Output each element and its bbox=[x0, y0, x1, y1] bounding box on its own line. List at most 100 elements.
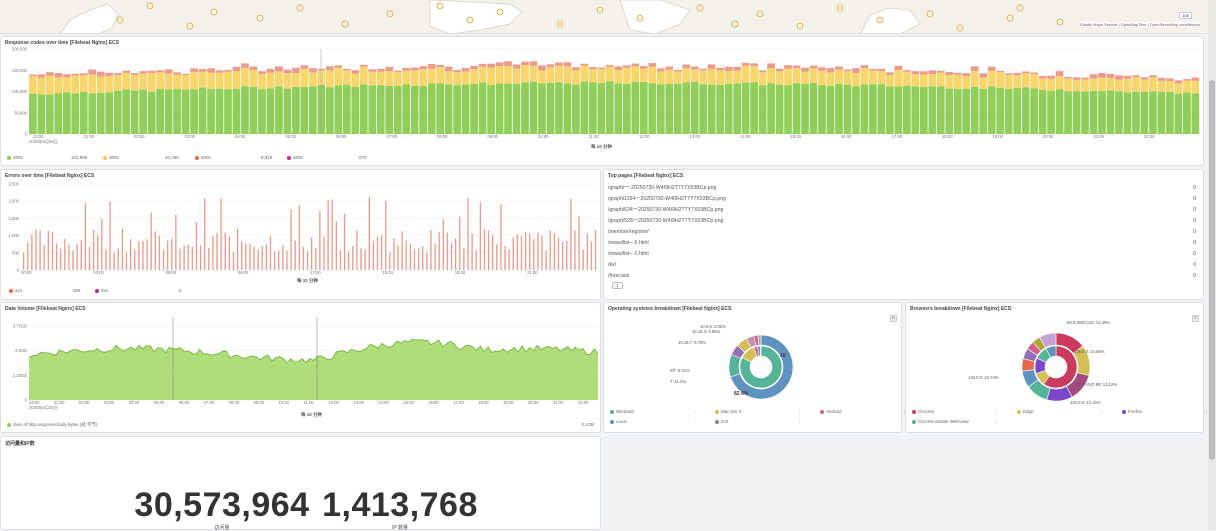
bar-300 bbox=[470, 69, 478, 84]
bar-200 bbox=[792, 83, 801, 134]
bar-200 bbox=[436, 83, 444, 134]
bar-200 bbox=[1183, 92, 1191, 134]
x-tick-label: 06:00 bbox=[179, 400, 190, 405]
error-bar bbox=[327, 199, 329, 270]
legend-swatch bbox=[610, 409, 614, 414]
legend-menu-icon[interactable]: ⋮ bbox=[692, 419, 697, 424]
bar-300 bbox=[122, 72, 131, 90]
bar-400 bbox=[903, 70, 911, 72]
x-tick-label: 19:00 bbox=[503, 400, 514, 405]
table-row[interactable]: /news/list---1.html 0 bbox=[608, 248, 1196, 259]
legend-item-5xx[interactable]: 5xx bbox=[95, 288, 179, 293]
os-donut-chart: 10.6.8: 2.02%10.15.3: 3.88% 10.15.7: 5.78… bbox=[670, 324, 794, 400]
panel-options-icon[interactable]: ≡ bbox=[1192, 315, 1199, 322]
bar-400 bbox=[512, 64, 521, 69]
bar-300 bbox=[88, 74, 97, 94]
legend-item[interactable]: Windows bbox=[610, 409, 634, 414]
legend-item[interactable]: Mac OS X bbox=[715, 409, 742, 414]
table-row[interactable]: /news/list---5.html 0 bbox=[608, 237, 1196, 248]
pager-button[interactable]: 1 bbox=[612, 282, 623, 289]
table-row[interactable]: /kv/0 bbox=[608, 259, 1196, 270]
x-tick-label: 15:00 bbox=[382, 270, 393, 275]
bar-300 bbox=[945, 75, 954, 89]
bar-200 bbox=[79, 91, 88, 134]
table-row[interactable]: /graph/一-20250730-W4I9H2T7Y7X53BCp.png 0 bbox=[608, 182, 1196, 193]
bar-200 bbox=[724, 83, 733, 134]
bar-400 bbox=[996, 70, 1005, 73]
bar-200 bbox=[309, 86, 317, 134]
browser-donut-slice bbox=[1045, 345, 1057, 358]
scrollbar-thumb[interactable] bbox=[1209, 80, 1215, 460]
map-zoom-control[interactable]: 100 bbox=[1179, 12, 1192, 19]
bar-200 bbox=[852, 86, 860, 134]
bar-200 bbox=[699, 84, 708, 134]
bar-400 bbox=[164, 69, 173, 74]
bar-300 bbox=[869, 70, 877, 85]
legend-menu-icon[interactable]: ⋮ bbox=[994, 409, 999, 414]
bar-300 bbox=[597, 68, 606, 83]
x-tick-label: 08:00 bbox=[437, 134, 448, 139]
error-bar bbox=[150, 212, 152, 270]
bar-400 bbox=[741, 62, 750, 66]
error-bar bbox=[187, 244, 189, 270]
legend-item-bytes[interactable]: Sum of http.response.body.bytes (处 字节) bbox=[7, 422, 97, 428]
legend-item[interactable]: Linux bbox=[610, 419, 627, 424]
error-bar bbox=[191, 246, 193, 270]
bar-400 bbox=[173, 72, 181, 75]
bar-400 bbox=[1132, 75, 1140, 77]
legend-menu-icon[interactable]: ⋮ bbox=[797, 419, 802, 424]
page-scrollbar[interactable] bbox=[1208, 0, 1216, 530]
bar-400 bbox=[37, 74, 46, 78]
legend-item[interactable]: iOS bbox=[715, 419, 729, 424]
legend-item[interactable]: Android bbox=[820, 409, 842, 414]
panel-options-icon[interactable]: ≡ bbox=[890, 315, 897, 322]
bar-400 bbox=[1081, 77, 1089, 80]
bar-400 bbox=[215, 70, 224, 73]
data-volume-legend: Sum of http.response.body.bytes (处 字节) bbox=[7, 422, 97, 428]
bar-400 bbox=[852, 68, 860, 73]
bar-200 bbox=[970, 86, 979, 134]
error-bar bbox=[179, 248, 181, 270]
map-panel[interactable]: 100 Elastic Maps Service | OpenMapTiles … bbox=[0, 0, 1208, 34]
bar-200 bbox=[224, 89, 232, 134]
legend-item-500[interactable]: 500s bbox=[287, 155, 359, 160]
table-row[interactable]: /graph/634一20250730-W4I9H2T7Y7X53BCp.png… bbox=[608, 204, 1196, 215]
error-bar bbox=[590, 241, 593, 270]
bar-200 bbox=[351, 86, 360, 134]
table-row[interactable]: /graph/528一20250730-W4I9H2T7Y7X53BCp.png… bbox=[608, 215, 1196, 226]
legend-menu-icon[interactable]: ⋮ bbox=[797, 409, 802, 414]
legend-item[interactable]: Chrome bbox=[912, 409, 934, 414]
table-row[interactable]: /forecast/0 bbox=[608, 270, 1196, 281]
bar-200 bbox=[936, 86, 945, 134]
table-row[interactable]: /graph/1154一20250730-W4I9H2T7Y7X53BCp.pn… bbox=[608, 193, 1196, 204]
bar-200 bbox=[359, 84, 368, 134]
legend-item[interactable]: Chrome Mobile WebView bbox=[912, 419, 969, 424]
legend-menu-icon[interactable]: ⋮ bbox=[902, 409, 907, 415]
x-tick-label: 08:00 bbox=[229, 400, 240, 405]
legend-item-200[interactable]: 200s bbox=[7, 155, 71, 160]
legend-item[interactable]: Edge bbox=[1017, 409, 1034, 414]
legend-item-4xx[interactable]: 4xx bbox=[9, 288, 73, 293]
bar-300 bbox=[970, 70, 979, 87]
legend-menu-icon[interactable]: ⋮ bbox=[994, 419, 999, 424]
legend-menu-icon[interactable]: ⋮ bbox=[1099, 409, 1104, 414]
error-bar bbox=[586, 233, 588, 270]
bar-200 bbox=[164, 89, 173, 134]
bar-400 bbox=[733, 66, 741, 71]
bar-400 bbox=[232, 66, 241, 72]
legend-item-400[interactable]: 400s bbox=[195, 155, 261, 160]
bar-200 bbox=[1140, 91, 1149, 134]
error-bar bbox=[195, 221, 198, 270]
map-marker bbox=[596, 6, 604, 14]
map-marker bbox=[556, 20, 564, 28]
x-tick-label: 03:00 bbox=[185, 134, 196, 139]
error-bar bbox=[249, 244, 251, 270]
table-row[interactable]: /member/register/0 bbox=[608, 226, 1196, 237]
legend-item-300[interactable]: 300s bbox=[103, 155, 165, 160]
error-bar bbox=[508, 249, 510, 270]
error-bar bbox=[171, 238, 173, 270]
bar-400 bbox=[198, 68, 207, 72]
legend-item[interactable]: Firefox bbox=[1122, 409, 1142, 414]
legend-menu-icon[interactable]: ⋮ bbox=[692, 409, 697, 414]
legend-menu-icon[interactable]: ⋮ bbox=[1204, 409, 1209, 414]
